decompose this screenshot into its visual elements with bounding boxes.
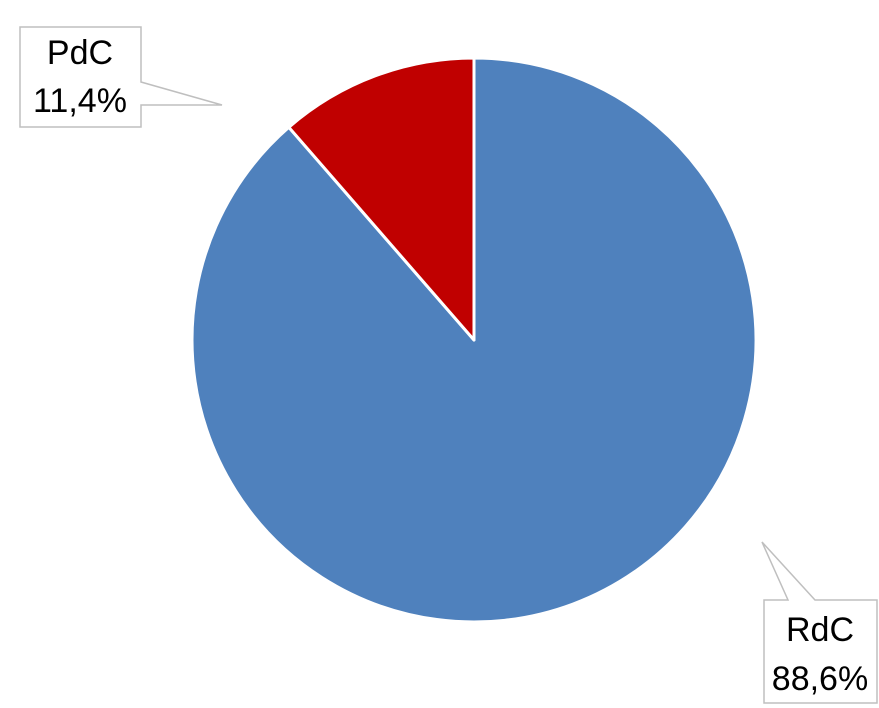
- callout-box-pdc: [19, 26, 223, 128]
- callout-rdc: RdC 88,6%: [761, 541, 878, 704]
- callout-pdc: PdC 11,4%: [19, 26, 223, 128]
- slice-value-rdc: 88,6%: [772, 660, 868, 698]
- pie-slice-pdc: [287, 56, 476, 342]
- slice-label-pdc: PdC: [47, 34, 113, 72]
- callout-box-rdc: [761, 541, 878, 704]
- slice-label-rdc: RdC: [786, 611, 854, 649]
- slice-value-pdc: 11,4%: [33, 82, 127, 120]
- pie-slices: [190, 56, 758, 624]
